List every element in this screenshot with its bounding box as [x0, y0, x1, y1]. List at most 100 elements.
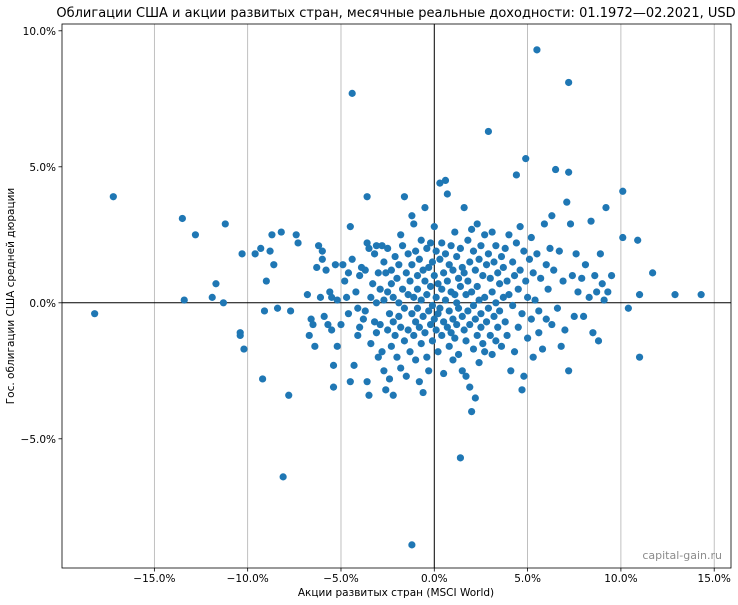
data-point [426, 320, 435, 329]
data-point [525, 255, 534, 263]
data-point [468, 288, 476, 296]
data-point [482, 261, 491, 269]
data-point [593, 288, 601, 296]
data-point [303, 291, 311, 299]
data-point [473, 220, 481, 228]
data-point [279, 473, 287, 481]
data-point [333, 296, 341, 304]
data-point [417, 236, 425, 244]
data-point [376, 285, 384, 293]
data-point [260, 307, 269, 315]
data-point [191, 231, 200, 239]
data-point [365, 391, 373, 399]
data-point [518, 310, 526, 318]
data-point [479, 340, 487, 348]
data-point [522, 277, 530, 285]
data-point [477, 310, 485, 318]
data-point [453, 252, 461, 261]
data-point [471, 394, 479, 402]
data-point [413, 304, 422, 312]
data-point [490, 312, 498, 320]
data-point [408, 310, 416, 318]
data-point [501, 244, 509, 252]
data-point [410, 331, 418, 340]
data-point [649, 269, 657, 277]
data-point [285, 391, 293, 399]
gridlines [153, 24, 715, 568]
data-point [342, 293, 351, 301]
data-point [294, 239, 302, 247]
data-point [619, 233, 627, 242]
data-point [318, 247, 326, 255]
data-point [380, 258, 388, 266]
data-point [208, 293, 216, 301]
data-point [449, 356, 457, 364]
data-point [432, 326, 440, 334]
data-point [406, 348, 414, 356]
data-point [520, 247, 528, 255]
data-point [365, 244, 373, 252]
data-point [314, 242, 323, 250]
data-point [503, 331, 511, 340]
data-point [404, 250, 412, 258]
data-point [464, 307, 472, 315]
data-point [507, 367, 515, 375]
data-point [494, 323, 502, 331]
data-point [451, 228, 459, 236]
data-point [512, 239, 520, 247]
data-point [624, 304, 632, 312]
data-point [356, 323, 364, 331]
data-point [458, 312, 466, 320]
data-point [402, 372, 410, 380]
data-point [378, 242, 386, 250]
data-point [462, 291, 470, 299]
data-point [527, 233, 535, 242]
plot-frame [61, 23, 732, 569]
data-point [503, 277, 511, 285]
data-point [415, 255, 423, 263]
data-point [398, 285, 407, 293]
data-point [344, 310, 353, 318]
data-point [697, 291, 705, 299]
data-point [361, 266, 369, 274]
chart-title: Облигации США и акции развитых стран, ме… [56, 6, 735, 21]
x-tick-label: −5.0% [323, 573, 358, 585]
data-point [436, 255, 444, 263]
data-point [548, 212, 556, 220]
data-point [512, 171, 520, 179]
data-point [397, 364, 405, 372]
data-point [488, 228, 496, 236]
data-point [572, 250, 580, 258]
data-point [634, 236, 642, 244]
data-point [372, 242, 381, 250]
data-point [492, 242, 500, 250]
data-point [412, 318, 420, 326]
data-point [445, 261, 453, 269]
data-point [384, 288, 392, 296]
data-point [619, 187, 627, 195]
data-point [486, 331, 494, 340]
data-point [548, 320, 556, 329]
data-point [339, 261, 347, 269]
data-point [481, 293, 489, 301]
data-point [565, 168, 573, 176]
data-point [505, 231, 513, 239]
data-point [531, 296, 539, 304]
data-point [479, 272, 487, 280]
data-point [445, 342, 453, 350]
data-point [328, 326, 336, 334]
data-point [382, 269, 390, 277]
data-point [251, 250, 259, 258]
data-point [441, 250, 450, 258]
data-point [391, 331, 399, 340]
data-point [432, 293, 440, 301]
data-point [389, 391, 397, 399]
data-point [425, 307, 433, 315]
data-point [425, 263, 433, 272]
data-point [316, 293, 325, 301]
data-point [412, 247, 420, 255]
data-point [413, 285, 422, 293]
data-point [563, 198, 571, 206]
data-point [488, 288, 496, 296]
